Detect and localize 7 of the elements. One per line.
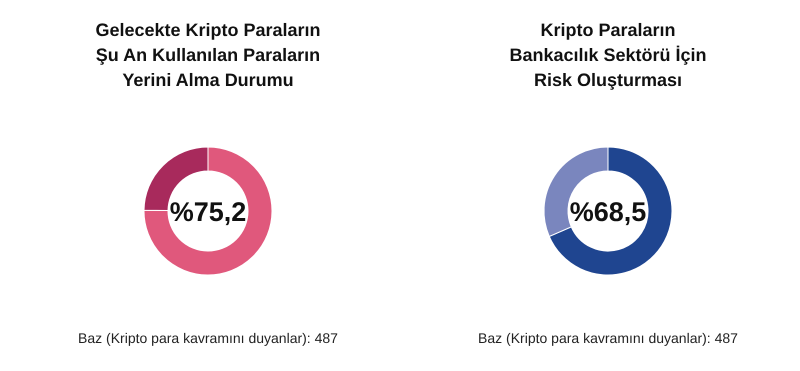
text: Baz (Kripto para kavramını duyanlar): 487 [78, 330, 338, 346]
chart-title: Gelecekte Kripto Paraların Şu An Kullanılan Paraların Yerini Alma Durumu [95, 20, 321, 90]
donut-slice [144, 146, 272, 276]
data-label: %75,2 [170, 197, 246, 227]
text: Baz (Kripto para kavramını duyanlar): 487 [478, 330, 738, 346]
chart-title: Kripto Paraların Bankacılık Sektörü İçin Risk Oluşturması [509, 20, 707, 90]
data-label: %68,5 [570, 197, 646, 227]
